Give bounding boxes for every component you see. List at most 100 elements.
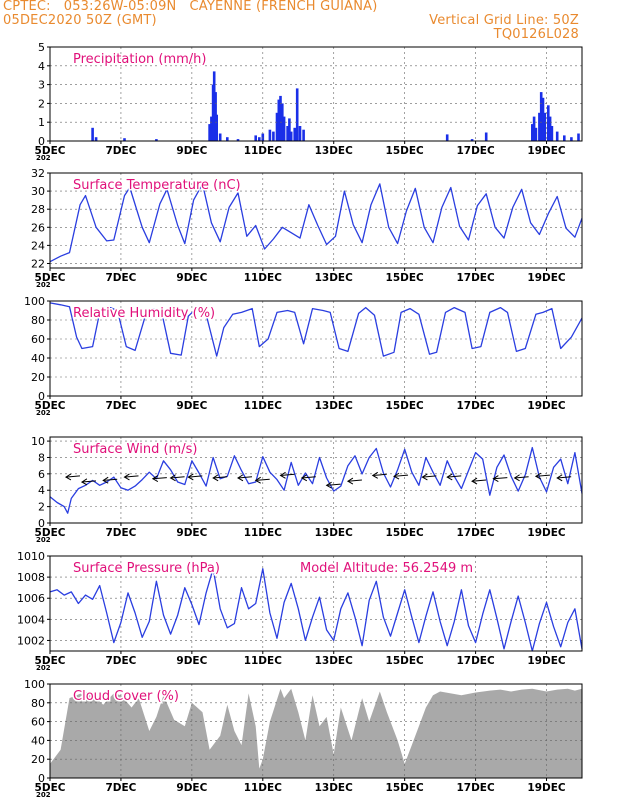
precip-bar (289, 131, 293, 141)
wind-title: Surface Wind (m/s) (73, 442, 197, 457)
y-tick-label: 1010 (17, 550, 45, 563)
wind-arrow-shaft (535, 474, 550, 477)
precip-bar (531, 124, 534, 141)
precip-bar (279, 95, 282, 141)
precip-bar (236, 139, 240, 141)
precip-bar (94, 137, 98, 141)
wind-arrow-shaft (514, 476, 529, 479)
precip-bar (445, 134, 449, 141)
x-tick-label: 9DEC (176, 145, 207, 157)
x-tick-label: 7DEC (105, 527, 136, 539)
x-year-fragment: 202 (36, 281, 51, 289)
y-tick-label: 24 (31, 239, 45, 252)
precip-bar (281, 103, 284, 141)
x-tick-label: 5DEC (35, 272, 66, 284)
wind-arrow-head (346, 477, 354, 485)
y-tick-label: 1 (38, 116, 45, 129)
y-tick-label: 100 (24, 678, 45, 691)
y-tick-label: 1004 (17, 613, 45, 626)
x-tick-label: 19DEC (527, 145, 566, 157)
precip-bar (470, 139, 474, 141)
y-tick-label: 10 (31, 435, 45, 448)
precip-bar (570, 137, 573, 141)
wind-arrow-head (80, 478, 88, 486)
x-tick-label: 15DEC (386, 400, 425, 412)
wind-arrow-shaft (422, 475, 437, 478)
x-tick-label: 13DEC (315, 272, 354, 284)
y-tick-label: 3 (38, 79, 45, 92)
wind-arrow-shaft (103, 478, 118, 481)
x-tick-label: 5DEC (35, 655, 66, 667)
x-tick-label: 19DEC (527, 272, 566, 284)
x-tick-label: 5DEC (35, 400, 66, 412)
precip-bar (277, 99, 281, 141)
wind-arrow-shaft (124, 475, 139, 478)
precip-bar (123, 138, 126, 141)
pressure-series-line (49, 568, 583, 652)
x-tick-label: 17DEC (456, 145, 495, 157)
x-year-fragment: 202 (36, 154, 51, 162)
x-tick-label: 11DEC (244, 655, 283, 667)
wind-arrow-shaft (280, 473, 295, 476)
pressure-title: Surface Pressure (hPa) (73, 561, 220, 576)
precip-title: Precipitation (mm/h) (73, 52, 206, 67)
x-tick-label: 15DEC (386, 272, 425, 284)
x-tick-label: 7DEC (105, 145, 136, 157)
x-tick-label: 17DEC (456, 400, 495, 412)
wind-arrow-head (151, 475, 159, 483)
wind-frame (49, 436, 583, 524)
precip-bar (543, 112, 547, 141)
x-tick-label: 19DEC (527, 655, 566, 667)
y-tick-label: 20 (31, 753, 45, 766)
precip-bar (539, 92, 543, 141)
y-tick-label: 2 (38, 501, 45, 514)
wind-arrow-shaft (152, 477, 167, 480)
wind-arrow-head (393, 472, 400, 480)
precip-bar (215, 114, 218, 141)
wind-arrow-head (421, 473, 428, 481)
wind-arrow-head (513, 474, 520, 482)
y-tick-label: 22 (31, 257, 45, 270)
y-tick-label: 80 (31, 697, 45, 710)
x-tick-label: 13DEC (315, 655, 354, 667)
wind-arrow-shaft (213, 476, 228, 479)
y-tick-label: 1006 (17, 592, 45, 605)
x-tick-label: 17DEC (456, 272, 495, 284)
pressure-frame (49, 555, 583, 652)
x-tick-label: 9DEC (176, 782, 207, 794)
wind-arrow-shaft (255, 478, 270, 481)
cloud-title: Cloud Cover (%) (73, 689, 179, 704)
wind-arrow-shaft (472, 479, 487, 482)
grid-note: Vertical Grid Line: 50Z (429, 13, 579, 28)
wind-arrow-shaft (326, 483, 341, 486)
precip-bar (298, 126, 302, 141)
wind-arrow-head (123, 473, 130, 481)
temp-series-line (49, 183, 583, 263)
precip-bar (286, 126, 289, 141)
precip-bar (547, 105, 550, 141)
wind-arrow-head (371, 471, 379, 479)
x-tick-label: 9DEC (176, 400, 207, 412)
precip-bar (155, 139, 158, 141)
precip-bar (555, 131, 559, 141)
run-date: 05DEC2020 50Z (GMT) (3, 13, 157, 28)
y-tick-label: 1002 (17, 634, 45, 647)
y-tick-label: 1008 (17, 571, 45, 584)
x-tick-label: 11DEC (244, 782, 283, 794)
precip-bar (532, 116, 536, 141)
x-tick-label: 15DEC (386, 782, 425, 794)
precip-bar (282, 116, 286, 141)
x-tick-label: 13DEC (315, 527, 354, 539)
y-tick-label: 60 (31, 333, 45, 346)
precip-bar (212, 71, 216, 141)
x-tick-label: 17DEC (456, 782, 495, 794)
precip-panel: 0 1 2 3 4 5 5DEC 7DEC 9DEC 11DEC 13DEC 15DEC 17DEC 19… (35, 41, 583, 162)
wind-arrow-head (534, 472, 542, 480)
precip-bar (484, 132, 488, 141)
x-year-fragment: 202 (36, 791, 51, 799)
precip-bar (218, 133, 222, 141)
x-tick-label: 7DEC (105, 272, 136, 284)
wind-arrow-head (492, 475, 499, 483)
